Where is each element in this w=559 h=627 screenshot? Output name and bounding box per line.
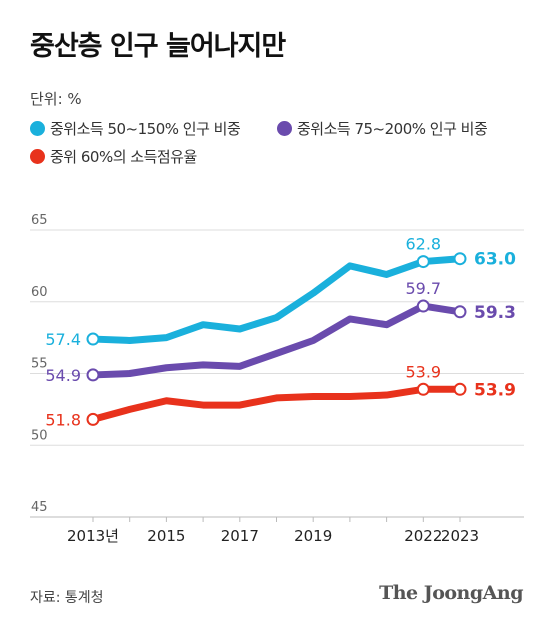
unit-label: 단위: % [30, 90, 82, 108]
data-label-series-1-2023: 63.0 [474, 250, 516, 270]
series-2-point-2022 [416, 299, 430, 313]
series-line-2 [89, 302, 464, 379]
data-label-series-2-2022: 59.7 [405, 279, 441, 298]
series-3-point-2022 [416, 382, 430, 396]
series-2-point-2023 [453, 305, 467, 319]
y-tick-label-65: 65 [31, 213, 48, 228]
data-label-series-2-2013: 54.9 [45, 366, 81, 385]
series-3-point-2013 [86, 412, 100, 426]
y-tick-label-45: 45 [31, 500, 48, 515]
legend-swatch-series-2 [277, 121, 292, 136]
source-note: 자료: 통계청 [30, 590, 104, 606]
x-tick-label-2017: 2017 [221, 527, 259, 545]
x-tick-label-2022: 2022 [404, 527, 442, 545]
brand-logo: The JoongAng [379, 582, 523, 604]
y-tick-label-55: 55 [31, 357, 48, 372]
data-label-series-2-2023: 59.3 [474, 303, 516, 323]
series-1-point-2013 [86, 332, 100, 346]
data-label-series-3-2022: 53.9 [405, 362, 441, 381]
x-tick-label-2023: 2023 [441, 527, 479, 545]
legend-swatch-series-3 [30, 149, 45, 164]
legend-item-series-1: 중위소득 50~150% 인구 비중 [30, 118, 241, 139]
y-tick-label-60: 60 [31, 285, 48, 300]
legend-label-series-1: 중위소득 50~150% 인구 비중 [50, 120, 241, 138]
legend-label-series-3: 중위 60%의 소득점유율 [50, 148, 197, 166]
data-label-series-3-2023: 53.9 [474, 380, 516, 400]
data-label-series-3-2013: 51.8 [45, 410, 81, 429]
series-line-1 [89, 255, 464, 344]
legend-item-series-3: 중위 60%의 소득점유율 [30, 146, 197, 167]
chart-title: 중산층 인구 늘어나지만 [30, 31, 286, 62]
series-3-point-2023 [453, 382, 467, 396]
series-1-point-2022 [416, 255, 430, 269]
x-tick-label-2019: 2019 [294, 527, 332, 545]
series-2-point-2013 [86, 368, 100, 382]
x-tick-label-2015: 2015 [147, 527, 185, 545]
series-1-point-2023 [453, 252, 467, 266]
y-tick-label-50: 50 [31, 428, 48, 443]
series-line-3 [89, 385, 464, 423]
legend-swatch-series-1 [30, 121, 45, 136]
legend-item-series-2: 중위소득 75~200% 인구 비중 [277, 118, 488, 139]
data-label-series-1-2022: 62.8 [405, 235, 441, 254]
legend-label-series-2: 중위소득 75~200% 인구 비중 [297, 120, 488, 138]
x-tick-label-2013: 2013년 [67, 527, 119, 545]
data-label-series-1-2013: 57.4 [45, 330, 81, 349]
